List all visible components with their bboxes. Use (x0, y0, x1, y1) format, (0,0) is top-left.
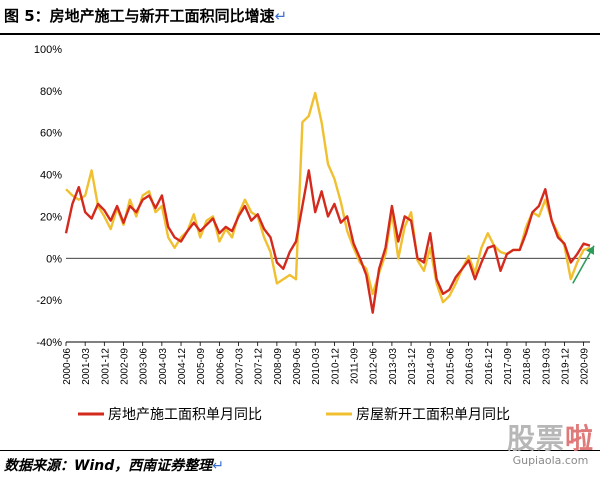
x-tick-label: 2017-09 (503, 348, 514, 385)
x-tick-label: 2012-06 (369, 348, 380, 385)
y-tick-label: 60% (40, 128, 62, 140)
x-tick-label: 2019-12 (560, 348, 571, 385)
legend-item-new-starts-label: 房屋新开工面积单月同比 (356, 407, 510, 423)
watermark: 股票啦 Gupiaola.com (507, 424, 594, 468)
x-tick-label: 2002-09 (120, 348, 131, 385)
x-tick-label: 2011-09 (350, 348, 361, 384)
x-tick-label: 2001-03 (81, 348, 92, 385)
x-tick-label: 2019-03 (541, 348, 552, 385)
source-label: 数据来源：Wind，西南证券整理 (4, 458, 213, 474)
x-tick-label: 2013-12 (407, 348, 418, 385)
watermark-logo: 股票啦 (507, 424, 594, 454)
x-tick-label: 2004-12 (177, 348, 188, 385)
x-tick-label: 2010-12 (330, 348, 341, 385)
x-tick-label: 2007-03 (235, 348, 246, 385)
source-rule (0, 450, 600, 451)
y-tick-label: 20% (40, 211, 62, 223)
x-tick-label: 2003-06 (139, 348, 150, 385)
x-axis: 2000-06 2001-03 2001-12 2002-09 2003-06 2004-… (62, 341, 591, 385)
x-tick-label: 2009-06 (292, 348, 303, 385)
y-tick-label: -40% (36, 337, 62, 349)
legend: 房地产施工面积单月同比 房屋新开工面积单月同比 (78, 407, 510, 423)
x-tick-label: 2016-12 (484, 348, 495, 385)
legend-item-construction-label: 房地产施工面积单月同比 (108, 407, 262, 423)
x-tick-label: 2005-09 (196, 348, 207, 385)
x-tick-label: 2016-03 (465, 348, 476, 385)
watermark-logo-accent: 啦 (564, 422, 594, 455)
x-tick-label: 2004-03 (158, 348, 169, 385)
source-return-mark-icon: ↵ (212, 458, 224, 474)
watermark-url: Gupiaola.com (512, 454, 589, 467)
x-tick-label: 2008-09 (273, 348, 284, 385)
x-tick-label: 2010-03 (311, 348, 322, 385)
x-tick-label: 2020-09 (580, 348, 591, 385)
figure-title: 图 5：房地产施工与新开工面积同比增速↵ (4, 5, 287, 26)
series-construction-line (64, 169, 591, 314)
figure-title-text: 图 5：房地产施工与新开工面积同比增速 (4, 7, 275, 25)
x-tick-label: 2018-06 (522, 348, 533, 385)
source-text: 数据来源：Wind，西南证券整理↵ (4, 455, 224, 475)
watermark-logo-left: 股票 (506, 422, 565, 455)
trend-arrow-icon (586, 245, 595, 255)
figure-title-bar: 图 5：房地产施工与新开工面积同比增速↵ (0, 0, 600, 32)
x-tick-label: 2006-06 (215, 348, 226, 385)
y-axis-labels: -40% -20% 0% 20% 40% 60% 80% 100% (34, 44, 62, 349)
x-tick-label: 2015-06 (445, 348, 456, 385)
x-tick-label: 2007-12 (254, 348, 265, 385)
y-tick-label: 40% (40, 170, 62, 182)
chart: -40% -20% 0% 20% 40% 60% 80% 100% 2000-06 2001-0… (34, 44, 595, 423)
y-tick-label: 100% (34, 44, 62, 56)
y-tick-label: -20% (36, 295, 62, 307)
x-tick-label: 2000-06 (62, 348, 73, 385)
y-tick-label: 0% (46, 253, 62, 265)
title-rule (0, 33, 600, 35)
x-tick-label: 2001-12 (100, 348, 111, 385)
y-tick-label: 80% (40, 86, 62, 98)
x-tick-label: 2013-03 (388, 348, 399, 385)
return-mark-icon: ↵ (274, 7, 288, 25)
annotation (572, 245, 595, 284)
series-lines (64, 91, 591, 314)
x-tick-label: 2014-09 (426, 348, 437, 385)
